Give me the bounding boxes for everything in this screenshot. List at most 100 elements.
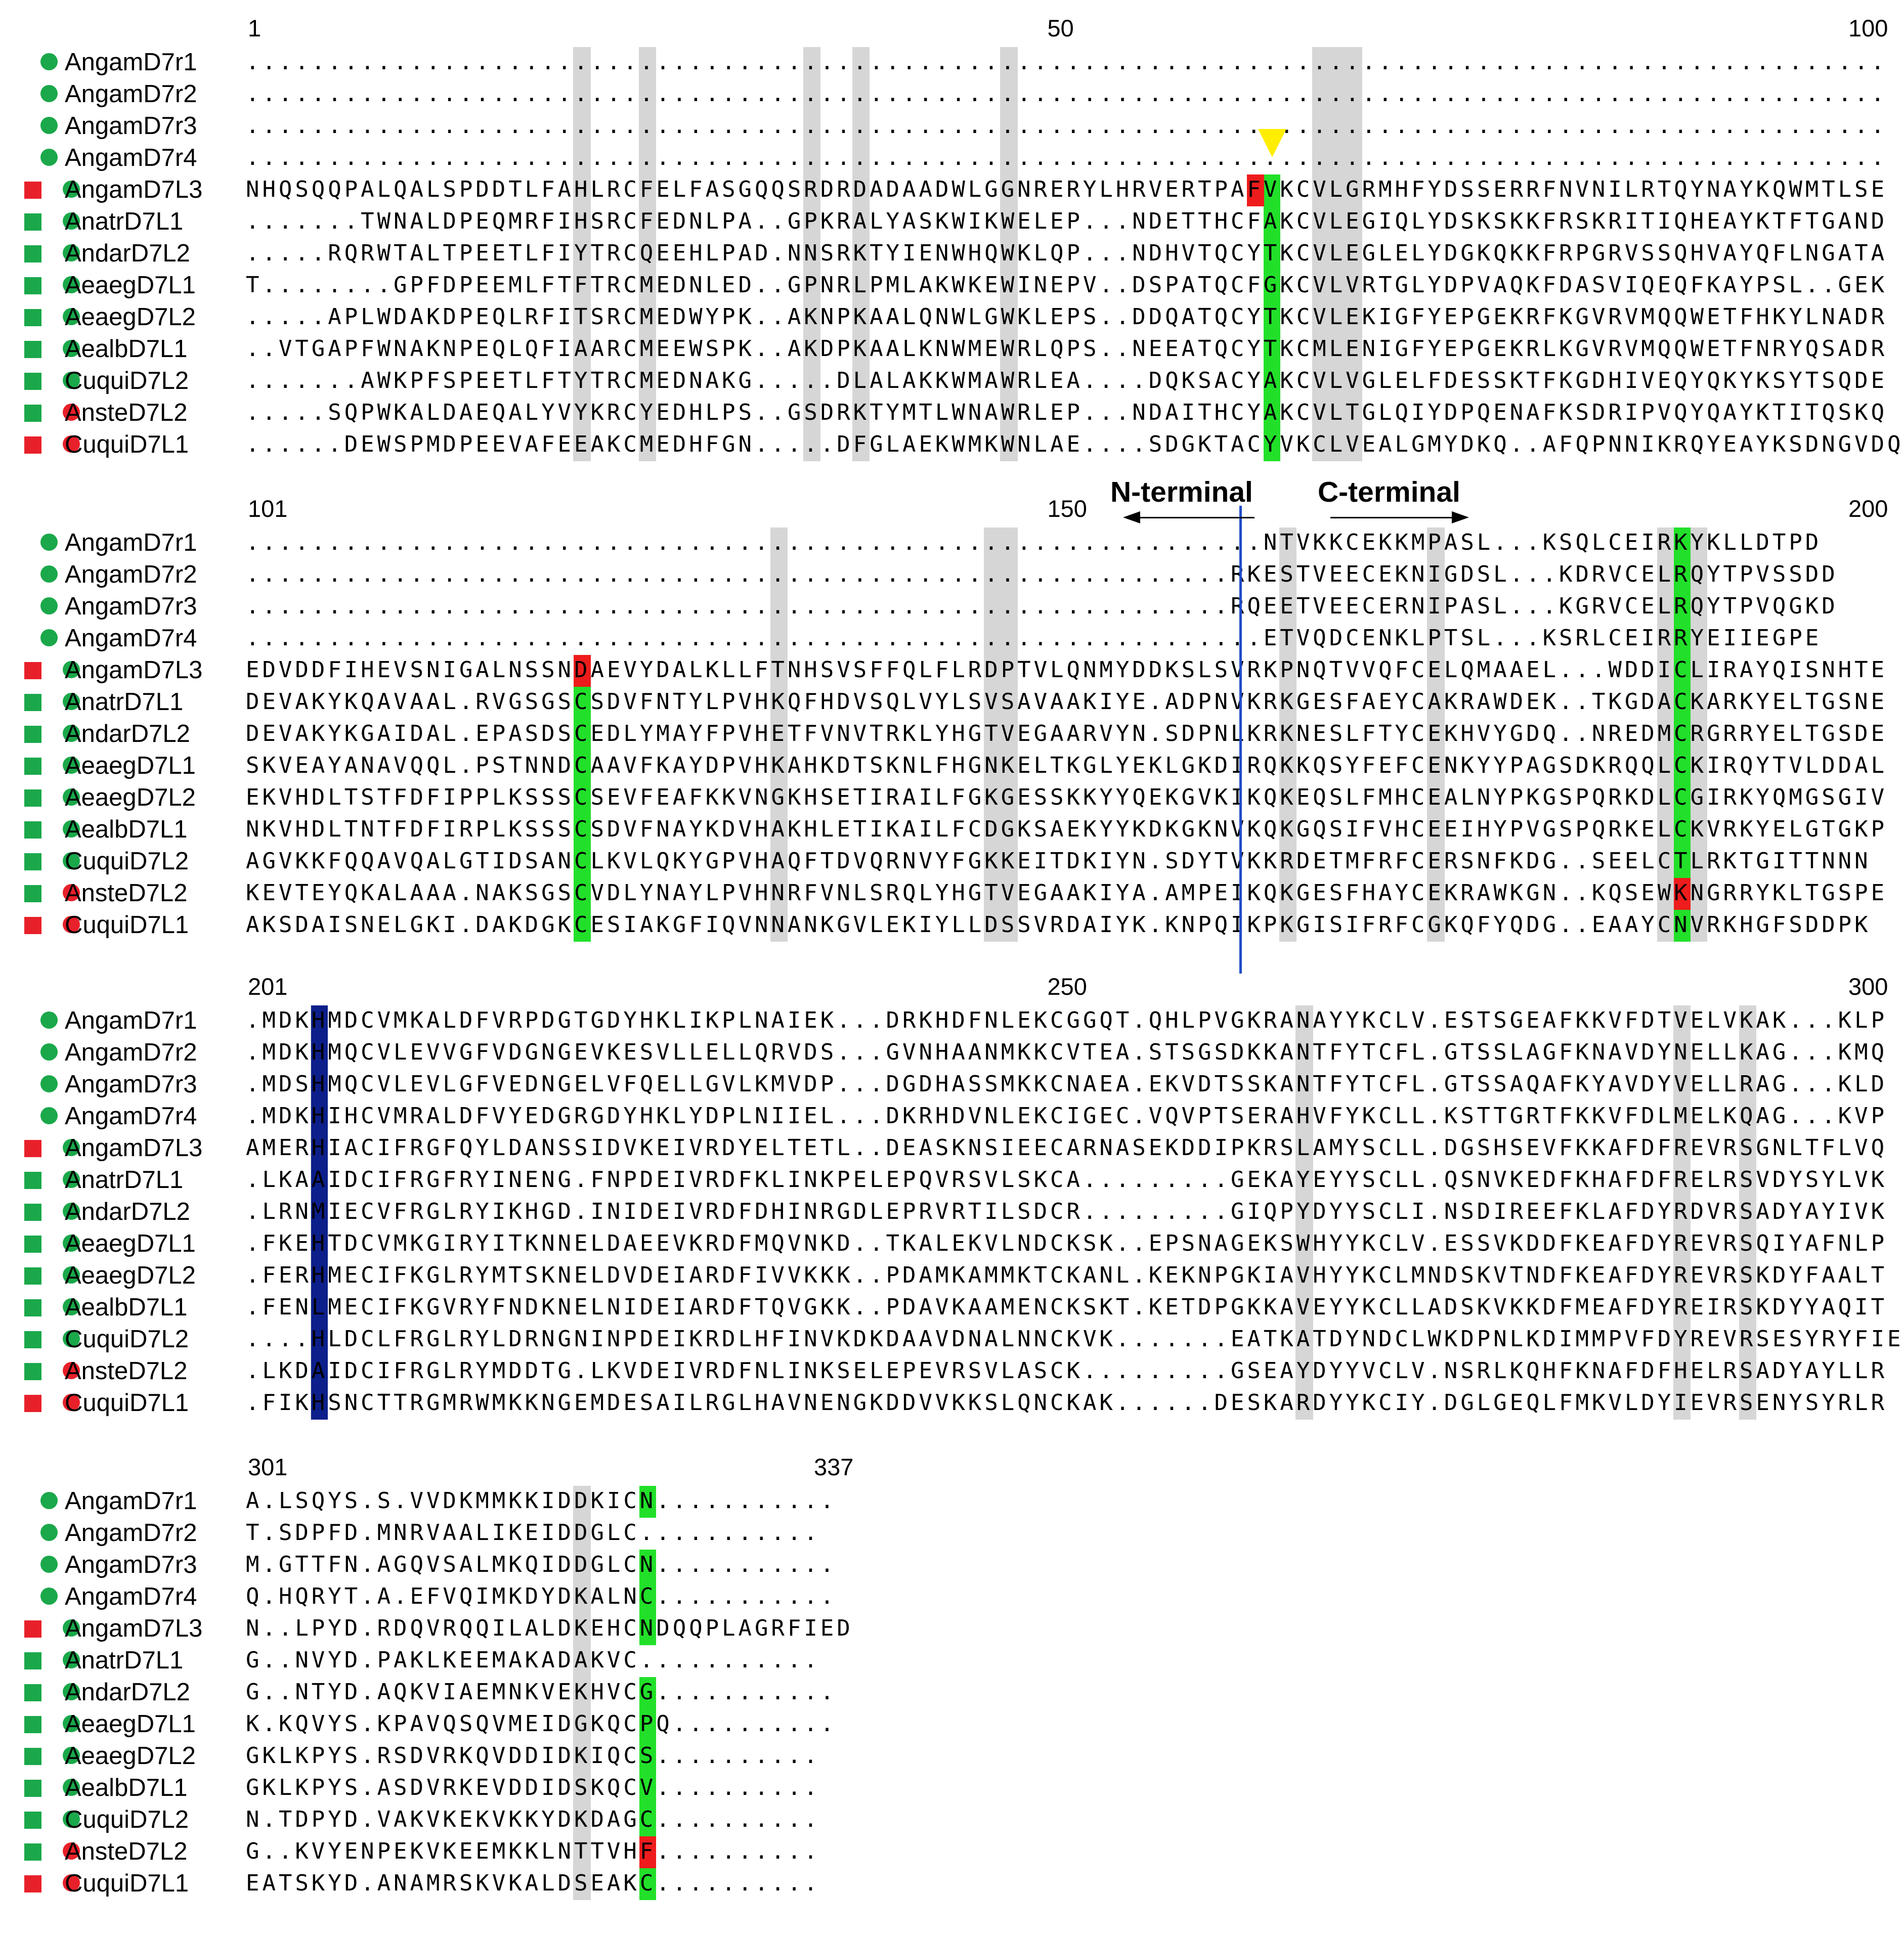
sequence-name: AngamD7r1 bbox=[65, 49, 197, 76]
green-circle-marker bbox=[63, 1298, 80, 1315]
sequence-row: K.KQVYS.KPAVQSQVMEIDGKQCPQ.......... bbox=[246, 1711, 837, 1737]
sequence-name: AnatrD7L1 bbox=[65, 1647, 184, 1674]
red-circle-marker bbox=[63, 435, 80, 453]
sequence-name: CuquiD7L2 bbox=[65, 1326, 189, 1353]
sequence-row: .......TWNALDPEQMRFIHSRCFEDNLPA..GPKRALY… bbox=[246, 208, 1888, 234]
red-circle-marker bbox=[63, 1394, 80, 1411]
histidine-highlight bbox=[311, 1292, 328, 1324]
position-label-start: 101 bbox=[248, 495, 288, 522]
green-square-marker bbox=[24, 1748, 41, 1765]
residue-highlight bbox=[311, 1197, 328, 1228]
cysteine-highlight bbox=[1263, 429, 1280, 461]
sequence-name: AeaegD7L2 bbox=[65, 1262, 196, 1289]
sequence-name: AeaegD7L2 bbox=[65, 784, 196, 811]
green-square-marker bbox=[24, 1684, 41, 1701]
green-circle-marker bbox=[63, 1747, 80, 1764]
conserved-column-shading bbox=[1657, 527, 1674, 942]
sequence-name: AngamD7r1 bbox=[65, 1007, 197, 1034]
histidine-highlight bbox=[311, 1037, 328, 1069]
green-circle-marker bbox=[40, 565, 58, 583]
red-square-marker bbox=[24, 1875, 41, 1892]
sequence-name: AngamD7r4 bbox=[65, 144, 197, 171]
c-terminal-label: C-terminal bbox=[1318, 476, 1460, 508]
green-circle-marker bbox=[63, 244, 80, 261]
green-circle-marker bbox=[63, 1235, 80, 1252]
red-square-marker bbox=[24, 1395, 41, 1412]
green-square-marker bbox=[24, 1267, 41, 1285]
sequence-row: ........................................… bbox=[246, 593, 1838, 619]
green-circle-marker bbox=[40, 53, 58, 70]
sequence-row: AGVKKFQQAVQALGTIDSANCLKVLQKYGPVHAQFTDVQR… bbox=[246, 848, 1871, 874]
position-label-end: 100 bbox=[1848, 15, 1888, 41]
cysteine-highlight bbox=[639, 1581, 657, 1613]
n-terminal-arrow-head bbox=[1123, 511, 1140, 523]
sequence-row: ........................................… bbox=[246, 561, 1838, 587]
residue-highlight bbox=[311, 1133, 328, 1165]
sequence-name: AealbD7L1 bbox=[65, 1774, 188, 1801]
sequence-name: AnsteD7L2 bbox=[65, 1357, 188, 1385]
sequence-row: GKLKPYS.ASDVRKEVDDIDSKQCV.......... bbox=[246, 1775, 820, 1800]
sequence-name: AngamD7r2 bbox=[65, 1039, 197, 1066]
cysteine-highlight bbox=[574, 878, 591, 910]
cysteine-highlight bbox=[1263, 206, 1280, 238]
cysteine-highlight bbox=[639, 1868, 657, 1900]
cysteine-highlight bbox=[574, 687, 591, 719]
histidine-highlight bbox=[311, 1005, 328, 1037]
sequence-name: AngamD7r4 bbox=[65, 625, 197, 652]
position-label-end: 337 bbox=[814, 1454, 854, 1480]
sequence-row: Q.HQRYT.A.EFVQIMKDYDKALNC........... bbox=[246, 1583, 837, 1609]
sequence-row: G..NVYD.PAKLKEEMAKADAKVC........... bbox=[246, 1647, 820, 1673]
sequence-row: EKVHDLTSTFDFIPPLKSSSCSEVFEAFKKVNGKHSETIR… bbox=[246, 784, 1888, 810]
sequence-row: .FIKHSNCTTRGMRWMKKNGEMDESAILRGLHAVNENGKD… bbox=[246, 1390, 1888, 1416]
sequence-name: AngamD7r1 bbox=[65, 529, 197, 556]
green-square-marker bbox=[24, 309, 41, 326]
sequence-row: A.LSQYS.S.VVDKMMKKIDDKICN........... bbox=[246, 1488, 837, 1514]
sequence-name: AngamD7r3 bbox=[65, 112, 197, 140]
sequence-row: KEVTEYQKALAAA.NAKSGSCVDLYNAYLPVHNRFVNLSR… bbox=[246, 880, 1888, 906]
conserved-column-shading bbox=[1328, 47, 1346, 461]
green-circle-marker bbox=[40, 1043, 58, 1061]
red-square-marker bbox=[24, 917, 41, 934]
conserved-column-shading bbox=[1345, 47, 1363, 461]
sequence-row: .......AWKPFSPEETLFTYTRCMEDNAKG.....DLAL… bbox=[246, 368, 1888, 393]
residue-highlight bbox=[574, 655, 591, 687]
position-label-start: 201 bbox=[248, 973, 288, 1000]
cysteine-highlight bbox=[1674, 782, 1691, 814]
sequence-name: AndarD7L2 bbox=[65, 240, 190, 267]
conserved-column-shading bbox=[1427, 527, 1445, 942]
n-terminal-arrow bbox=[1138, 517, 1254, 518]
sequence-row: .MDSHMQCVLEVLGFVEDNGELVFQELLGVLKMVDP...D… bbox=[246, 1071, 1888, 1097]
green-circle-marker bbox=[63, 1330, 80, 1347]
sequence-name: AealbD7L1 bbox=[65, 335, 188, 363]
green-square-marker bbox=[24, 1299, 41, 1316]
cysteine-highlight bbox=[1674, 846, 1691, 878]
red-circle-marker bbox=[63, 1874, 80, 1891]
conserved-column-shading bbox=[639, 47, 657, 461]
histidine-highlight bbox=[311, 1260, 328, 1292]
histidine-highlight bbox=[311, 1101, 328, 1133]
sequence-row: .....APLWDAKDPEQLRFITSRCMEDWYPK..AKNPKAA… bbox=[246, 304, 1888, 330]
position-label-mid: 50 bbox=[1047, 15, 1074, 41]
cysteine-highlight bbox=[1263, 270, 1280, 302]
sequence-row: T.SDPFD.MNRVAALIKEIDDGLC........... bbox=[246, 1520, 820, 1546]
domain-divider-line bbox=[1239, 506, 1242, 974]
green-circle-marker bbox=[63, 1811, 80, 1828]
sequence-name: AealbD7L1 bbox=[65, 1294, 188, 1321]
green-circle-marker bbox=[40, 1588, 58, 1605]
sequence-row: ......DEWSPMDPEEVAFEEAKCMEDHFGN.....DFGL… bbox=[246, 431, 1904, 457]
sequence-row: .FENLMECIFKGVRYFNDKNELNIDEIARDFTQVGKK..P… bbox=[246, 1294, 1888, 1320]
n-terminal-label: N-terminal bbox=[1110, 476, 1253, 508]
conserved-column-shading bbox=[573, 1486, 591, 1900]
cysteine-highlight bbox=[1674, 910, 1691, 942]
sequence-row: ........................................… bbox=[246, 625, 1822, 651]
sequence-name: CuquiD7L2 bbox=[65, 1806, 189, 1833]
cysteine-highlight bbox=[1674, 655, 1691, 687]
sequence-name: AngamD7r2 bbox=[65, 561, 197, 588]
sequence-name: AngamD7r1 bbox=[65, 1487, 197, 1515]
cysteine-highlight bbox=[574, 719, 591, 751]
cysteine-highlight bbox=[1674, 591, 1691, 623]
green-circle-marker bbox=[63, 788, 80, 806]
green-circle-marker bbox=[40, 117, 58, 134]
sequence-row: N..LPYD.RDQVRQQILALDKEHCNDQQPLAGRFIED bbox=[246, 1615, 853, 1641]
sequence-name: AngamD7r3 bbox=[65, 593, 197, 620]
